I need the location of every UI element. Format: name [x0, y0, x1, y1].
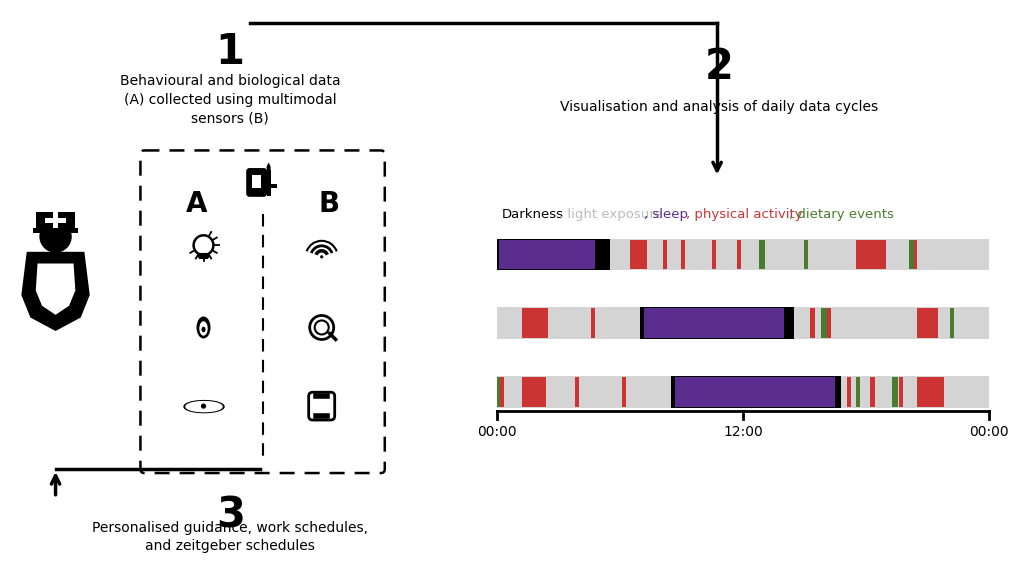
Polygon shape — [267, 170, 277, 196]
Bar — [899, 377, 903, 407]
Bar — [497, 377, 500, 407]
Polygon shape — [21, 252, 90, 331]
Bar — [847, 377, 851, 407]
Bar — [671, 376, 841, 408]
Bar — [682, 240, 686, 269]
Circle shape — [320, 255, 323, 259]
Bar — [497, 239, 610, 270]
Bar — [644, 308, 784, 338]
Bar — [199, 254, 208, 257]
Bar — [821, 308, 827, 338]
Bar — [521, 377, 546, 407]
Bar — [44, 217, 67, 223]
Bar — [949, 308, 954, 338]
Bar — [497, 239, 989, 270]
Bar — [53, 210, 59, 230]
Bar — [521, 308, 548, 338]
Text: 2: 2 — [705, 46, 733, 88]
Text: Visualisation and analysis of daily data cycles: Visualisation and analysis of daily data… — [561, 100, 878, 114]
Bar — [591, 308, 595, 338]
Circle shape — [39, 220, 72, 253]
Bar — [917, 308, 937, 338]
Text: 3: 3 — [216, 495, 244, 537]
Text: Personalised guidance, work schedules,
and zeitgeber schedules: Personalised guidance, work schedules, a… — [92, 521, 369, 553]
Bar — [893, 377, 898, 407]
Text: , light exposure: , light exposure — [559, 208, 663, 221]
Ellipse shape — [202, 327, 205, 332]
Text: B: B — [318, 190, 339, 219]
Bar — [497, 307, 989, 339]
Bar — [640, 307, 794, 339]
Bar — [827, 308, 831, 338]
Bar — [676, 377, 835, 407]
Ellipse shape — [197, 316, 210, 339]
Bar — [35, 212, 76, 228]
Ellipse shape — [199, 321, 208, 336]
Bar — [855, 240, 887, 269]
Text: 1: 1 — [216, 31, 244, 73]
Bar — [804, 240, 808, 269]
Text: A: A — [186, 190, 207, 219]
Bar — [497, 376, 989, 408]
Bar — [33, 228, 78, 233]
Bar — [917, 377, 943, 407]
Bar — [870, 377, 875, 407]
Bar — [712, 240, 716, 269]
Bar — [760, 240, 766, 269]
Polygon shape — [35, 264, 76, 315]
Text: 12:00: 12:00 — [723, 424, 763, 439]
Text: , physical activity: , physical activity — [686, 208, 803, 221]
Text: Darkness: Darkness — [502, 208, 564, 221]
Bar — [499, 240, 595, 269]
Bar — [622, 377, 626, 407]
Bar — [913, 240, 917, 269]
Bar — [630, 240, 646, 269]
Text: 00:00: 00:00 — [969, 424, 1009, 439]
Bar — [663, 240, 667, 269]
Text: , dietary events: , dietary events — [789, 208, 894, 221]
Bar — [909, 240, 914, 269]
Text: 00:00: 00:00 — [477, 424, 517, 439]
Bar — [855, 377, 860, 407]
Circle shape — [201, 403, 206, 409]
Text: , sleep: , sleep — [644, 208, 688, 221]
FancyBboxPatch shape — [247, 169, 266, 196]
Bar — [810, 308, 815, 338]
Text: Behavioural and biological data
(A) collected using multimodal
sensors (B): Behavioural and biological data (A) coll… — [120, 74, 340, 125]
Bar — [252, 176, 262, 188]
Bar — [500, 377, 504, 407]
Bar — [736, 240, 740, 269]
Bar — [575, 377, 579, 407]
Polygon shape — [267, 162, 271, 170]
